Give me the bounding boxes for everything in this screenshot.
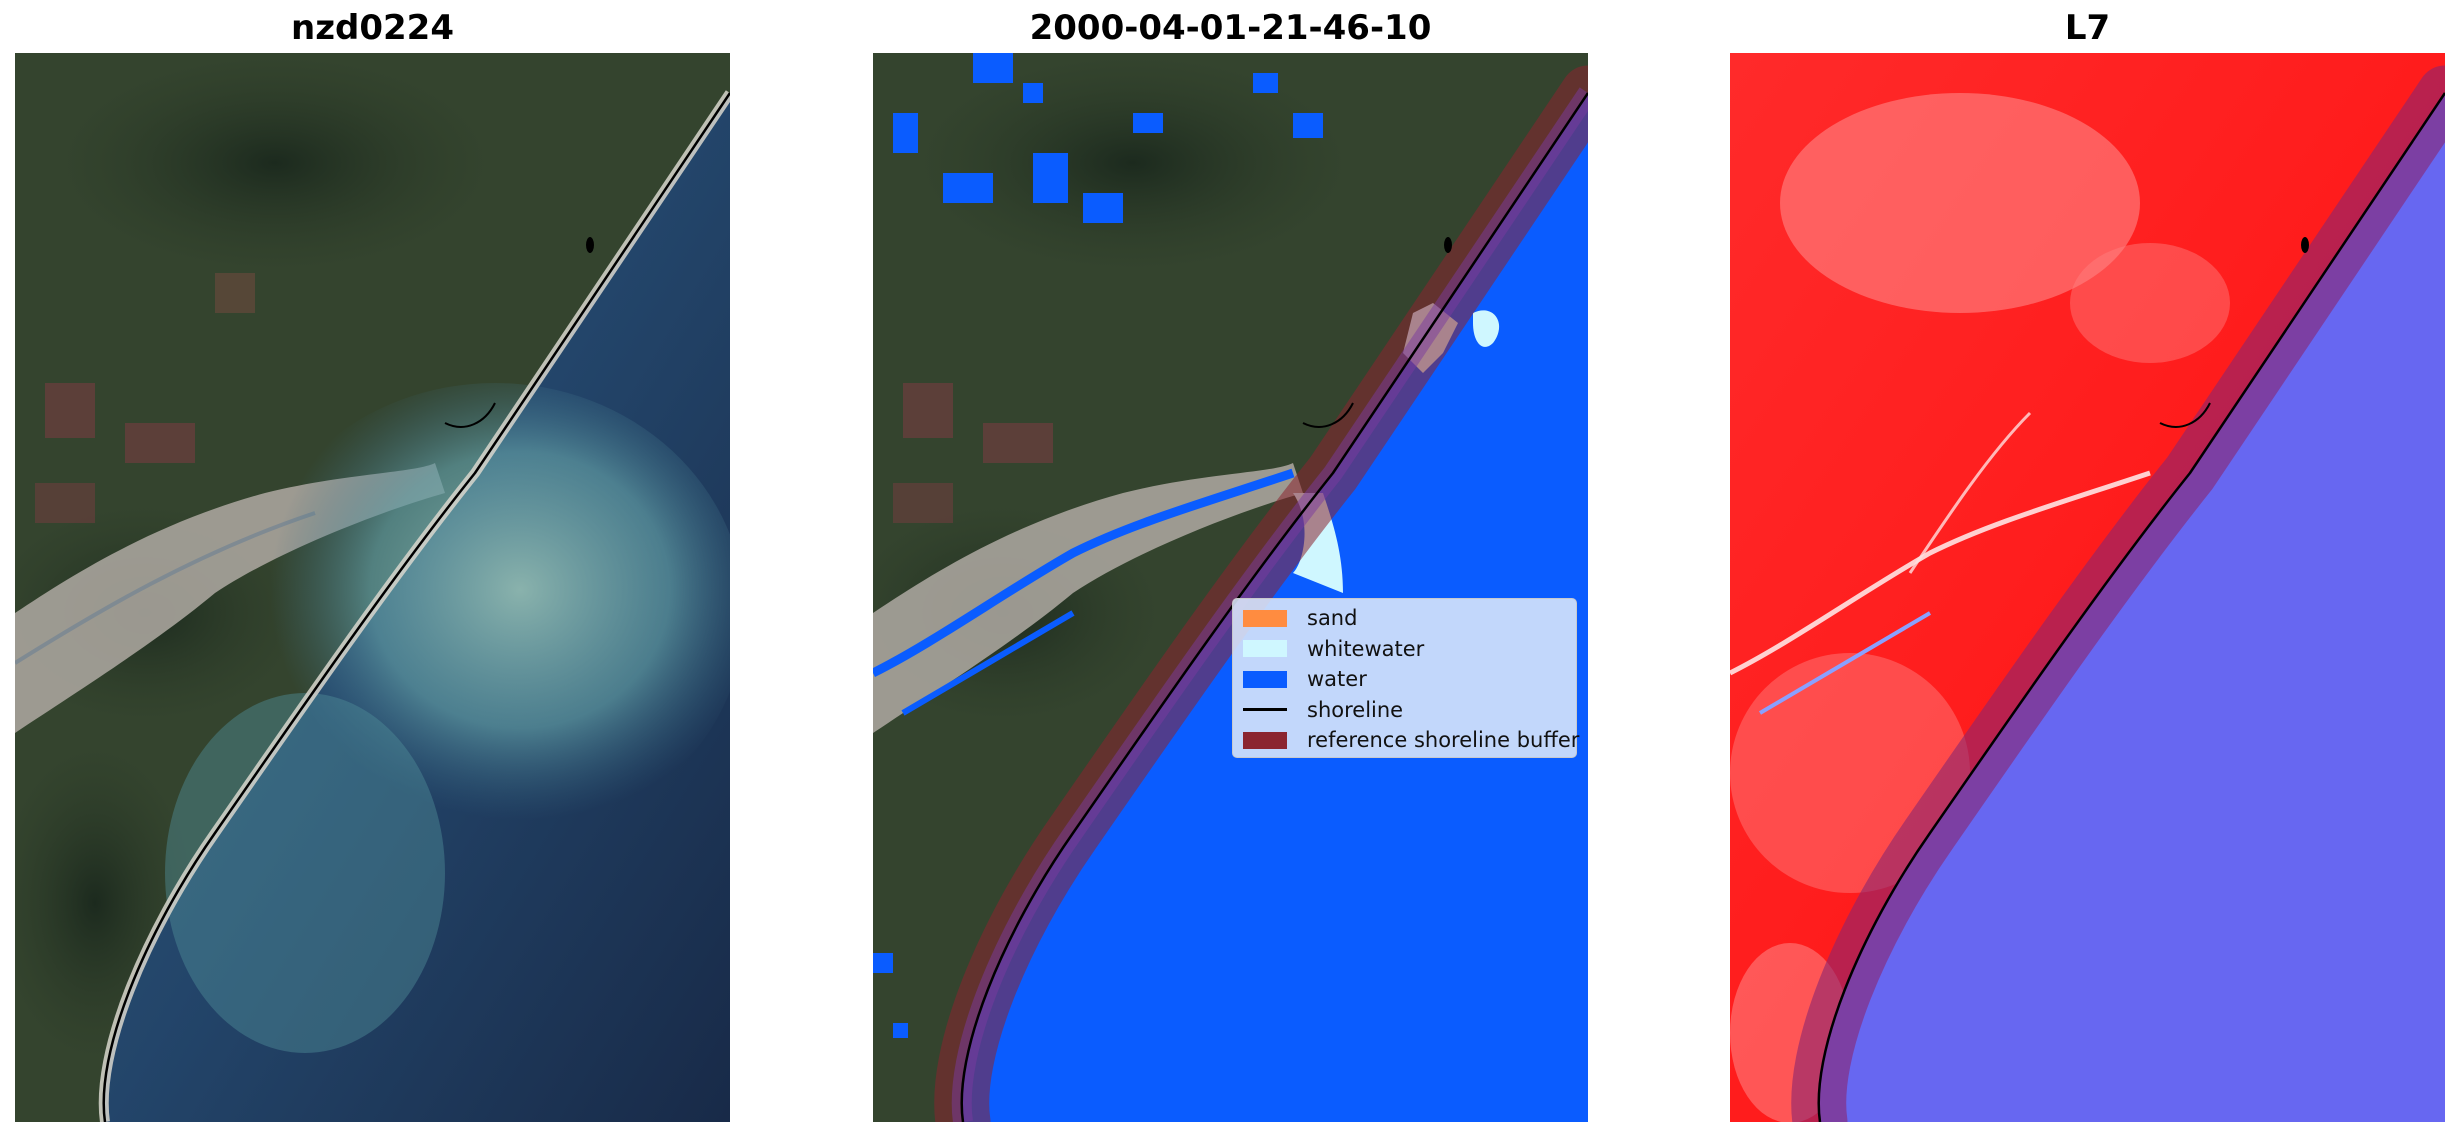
legend-label-buffer: reference shoreline buffer: [1307, 728, 1580, 753]
classification-image: [873, 53, 1588, 1122]
buffer-swatch: [1243, 731, 1287, 749]
classification-panel: [873, 53, 1588, 1122]
panel-title-1: nzd0224: [291, 8, 454, 48]
index-image: [1730, 53, 2445, 1122]
legend: sand whitewater water shoreline referenc…: [1232, 598, 1579, 758]
legend-item-buffer: reference shoreline buffer: [1243, 725, 1579, 756]
legend-item-sand: sand: [1243, 603, 1566, 634]
rgb-image-panel: [15, 53, 730, 1122]
whitewater-swatch: [1243, 640, 1287, 658]
legend-label-whitewater: whitewater: [1307, 636, 1425, 661]
legend-label-sand: sand: [1307, 606, 1358, 631]
legend-item-whitewater: whitewater: [1243, 634, 1566, 665]
legend-item-shoreline: shoreline: [1243, 695, 1566, 726]
index-image-panel: [1730, 53, 2445, 1122]
panel-title-2: 2000-04-01-21-46-10: [1029, 8, 1432, 48]
legend-label-shoreline: shoreline: [1307, 697, 1404, 722]
shoreline-line-swatch: [1243, 708, 1287, 712]
rgb-image: [15, 53, 730, 1122]
legend-label-water: water: [1307, 667, 1367, 692]
sand-swatch: [1243, 609, 1287, 627]
panel-title-3: L7: [2064, 8, 2111, 48]
legend-item-water: water: [1243, 664, 1566, 695]
water-swatch: [1243, 670, 1287, 688]
